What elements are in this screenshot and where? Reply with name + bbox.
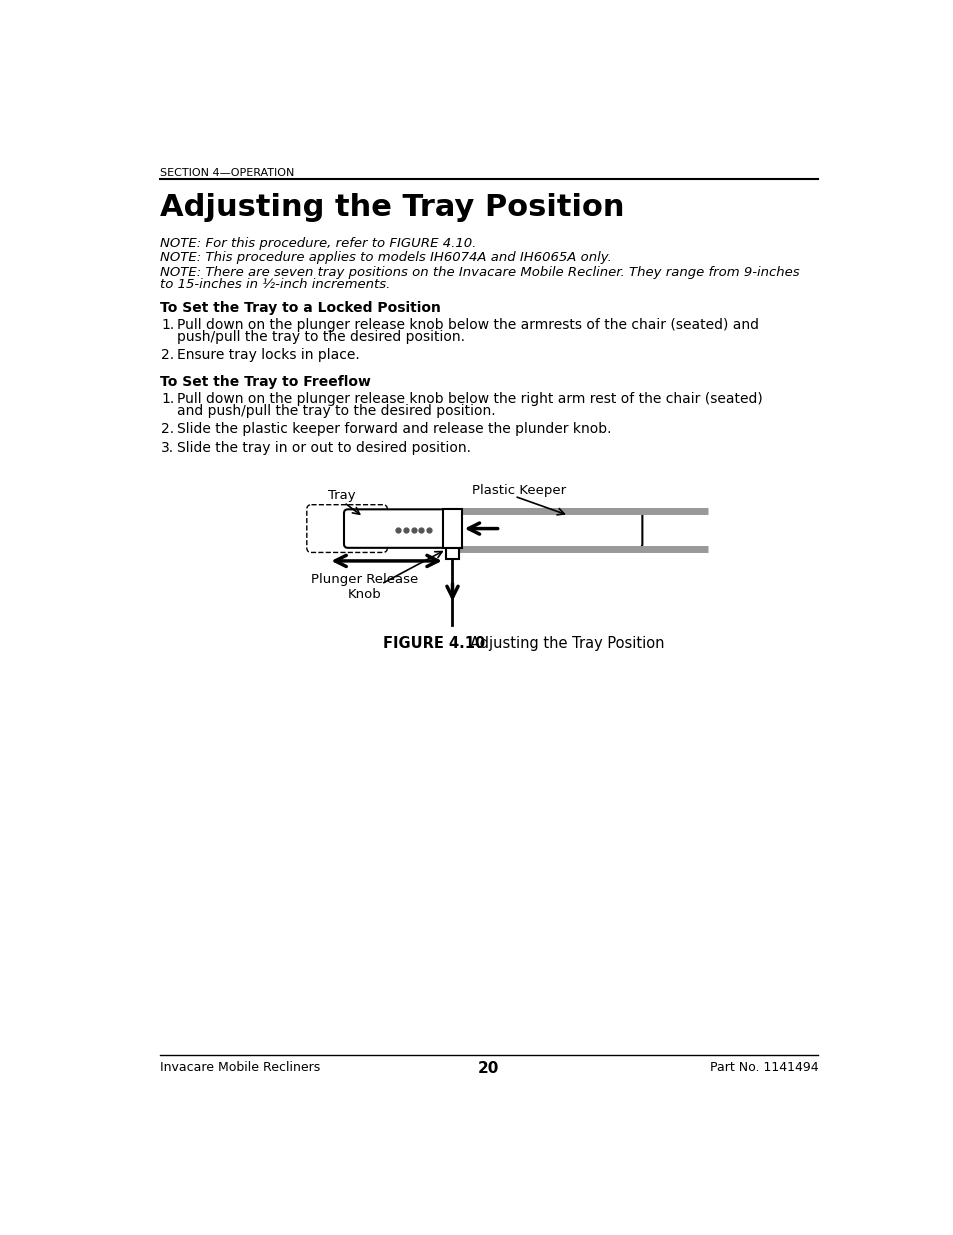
Text: 3.: 3. <box>161 441 174 454</box>
Text: 2.: 2. <box>161 348 174 362</box>
Text: 1.: 1. <box>161 391 174 405</box>
Text: push/pull the tray to the desired position.: push/pull the tray to the desired positi… <box>176 330 464 343</box>
Text: Adjusting the Tray Position: Adjusting the Tray Position <box>469 636 663 651</box>
Text: Slide the tray in or out to desired position.: Slide the tray in or out to desired posi… <box>176 441 470 454</box>
Text: to 15-inches in ½-inch increments.: to 15-inches in ½-inch increments. <box>159 278 390 291</box>
Text: FIGURE 4.10: FIGURE 4.10 <box>382 636 484 651</box>
FancyBboxPatch shape <box>307 505 387 552</box>
Text: 20: 20 <box>477 1061 499 1076</box>
Text: Part No. 1141494: Part No. 1141494 <box>709 1061 818 1073</box>
FancyBboxPatch shape <box>344 509 641 548</box>
Text: Plastic Keeper: Plastic Keeper <box>472 484 565 496</box>
Bar <box>446 548 458 558</box>
Text: Pull down on the plunger release knob below the armrests of the chair (seated) a: Pull down on the plunger release knob be… <box>176 317 758 332</box>
Bar <box>443 509 461 548</box>
Text: NOTE: For this procedure, refer to FIGURE 4.10.: NOTE: For this procedure, refer to FIGUR… <box>159 237 476 249</box>
Text: Plunger Release
Knob: Plunger Release Knob <box>311 573 418 601</box>
Text: NOTE: There are seven tray positions on the Invacare Mobile Recliner. They range: NOTE: There are seven tray positions on … <box>159 266 799 279</box>
Text: To Set the Tray to a Locked Position: To Set the Tray to a Locked Position <box>159 300 440 315</box>
Text: and push/pull the tray to the desired position.: and push/pull the tray to the desired po… <box>176 404 495 417</box>
Text: Tray: Tray <box>328 489 355 501</box>
Text: NOTE: This procedure applies to models IH6074A and IH6065A only.: NOTE: This procedure applies to models I… <box>159 252 611 264</box>
Text: SECTION 4—OPERATION: SECTION 4—OPERATION <box>159 168 294 178</box>
Text: To Set the Tray to Freeflow: To Set the Tray to Freeflow <box>159 374 370 389</box>
Text: Pull down on the plunger release knob below the right arm rest of the chair (sea: Pull down on the plunger release knob be… <box>176 391 761 405</box>
Text: 1.: 1. <box>161 317 174 332</box>
Text: Invacare Mobile Recliners: Invacare Mobile Recliners <box>159 1061 319 1073</box>
Text: Slide the plastic keeper forward and release the plunder knob.: Slide the plastic keeper forward and rel… <box>176 422 611 436</box>
Text: Ensure tray locks in place.: Ensure tray locks in place. <box>176 348 359 362</box>
Text: Adjusting the Tray Position: Adjusting the Tray Position <box>159 193 623 222</box>
Text: 2.: 2. <box>161 422 174 436</box>
